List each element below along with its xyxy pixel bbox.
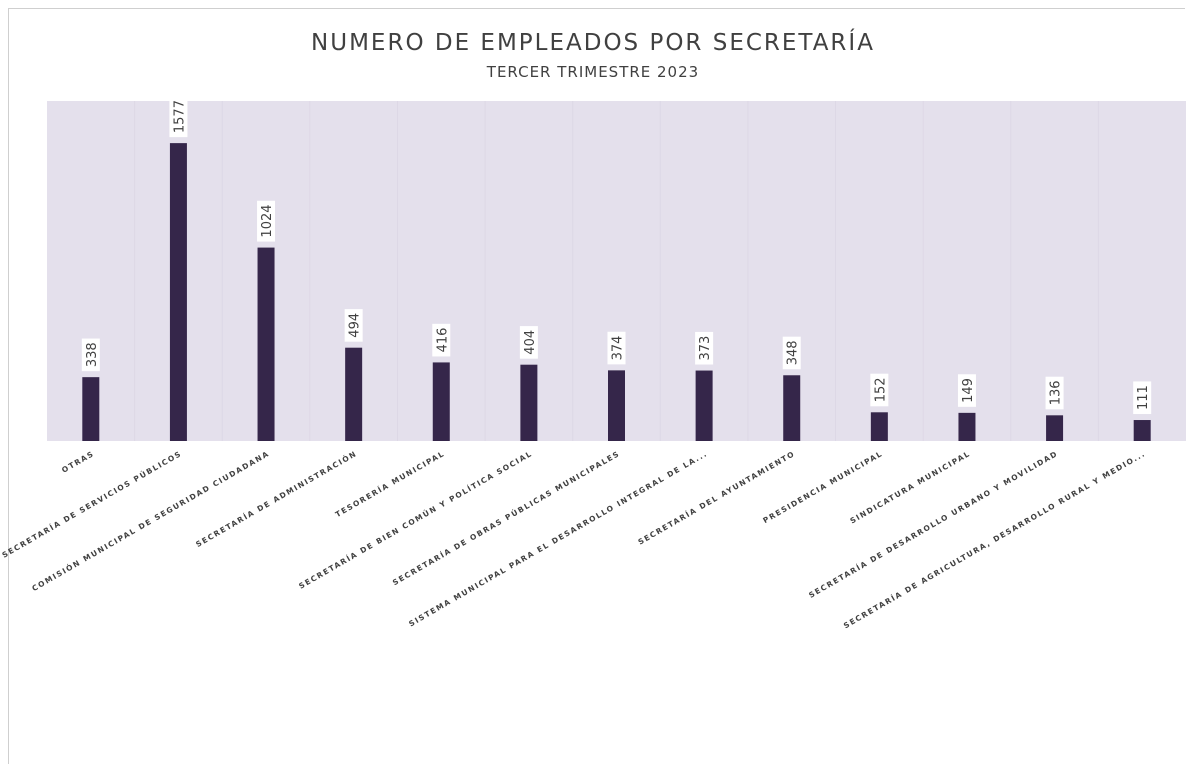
- data-label: 1024: [257, 200, 276, 242]
- data-label: 111: [1133, 381, 1152, 415]
- data-label-box: [169, 96, 188, 138]
- data-label-box: [257, 200, 276, 242]
- category-label: SECRETARÍA DE AGRICULTURA, DESARROLLO RU…: [842, 449, 1147, 630]
- data-label-box: [344, 309, 363, 342]
- bar: [520, 364, 538, 441]
- data-label: 373: [695, 331, 714, 365]
- data-label-box: [519, 326, 538, 359]
- data-label-box: [870, 373, 889, 407]
- data-label: 348: [782, 336, 801, 370]
- data-label-text: 338: [85, 342, 100, 367]
- bar-series: [82, 143, 1151, 441]
- chart-title: NUMERO DE EMPLEADOS POR SECRETARÍA: [311, 30, 875, 56]
- data-label-text: 494: [348, 313, 363, 338]
- bar: [608, 370, 625, 441]
- data-label-box: [1133, 381, 1152, 415]
- data-label-box: [957, 374, 976, 407]
- data-label: 404: [519, 326, 538, 359]
- data-label-box: [782, 336, 801, 370]
- data-label: 494: [344, 309, 363, 342]
- data-label-text: 416: [435, 328, 450, 353]
- data-label-text: 404: [523, 330, 538, 355]
- category-bands: [134, 101, 1099, 441]
- bar: [870, 412, 888, 441]
- data-label-text: 152: [873, 377, 888, 402]
- bar: [257, 247, 275, 441]
- bar: [1133, 420, 1151, 441]
- data-label-box: [81, 338, 100, 372]
- bar: [783, 375, 801, 441]
- category-label: SECRETARÍA DE ADMINISTRACIÓN: [194, 449, 358, 549]
- chart-frame: [8, 8, 1185, 764]
- category-label: SECRETARÍA DE SERVICIOS PÚBLICOS: [1, 449, 184, 560]
- data-label-text: 1577: [172, 100, 187, 133]
- data-label-box: [1045, 376, 1064, 410]
- data-label-text: 348: [786, 340, 801, 365]
- chart-subtitle: TERCER TRIMESTRE 2023: [486, 63, 700, 81]
- bar: [958, 412, 976, 441]
- data-label: 1577: [169, 96, 188, 138]
- data-label-box: [695, 331, 714, 365]
- category-label: OTRAS: [60, 449, 96, 475]
- data-label-text: 1024: [260, 204, 275, 237]
- data-label-text: 136: [1049, 380, 1064, 405]
- data-labels: 338 1577 1024 494 416 404 374 373 348 152 149 136 11…: [81, 96, 1152, 415]
- data-label: 416: [432, 323, 451, 357]
- data-label: 149: [957, 374, 976, 407]
- category-label: SISTEMA MUNICIPAL PARA EL DESARROLLO INT…: [407, 449, 709, 628]
- bar: [345, 347, 363, 441]
- data-label: 136: [1045, 376, 1064, 410]
- bar: [169, 143, 187, 441]
- data-label: 152: [870, 373, 889, 407]
- data-label-box: [607, 331, 626, 365]
- data-label: 338: [81, 338, 100, 372]
- bar: [1046, 415, 1064, 441]
- bar: [432, 362, 450, 441]
- data-label-text: 374: [611, 336, 626, 361]
- data-label-box: [432, 323, 451, 357]
- bar: [695, 370, 713, 441]
- data-label-text: 149: [961, 378, 976, 403]
- data-label: 374: [607, 331, 626, 365]
- category-label: SECRETARÍA DEL AYUNTAMIENTO: [636, 449, 796, 547]
- data-label-text: 373: [698, 336, 713, 361]
- data-label-text: 111: [1136, 385, 1151, 410]
- bar: [82, 377, 100, 441]
